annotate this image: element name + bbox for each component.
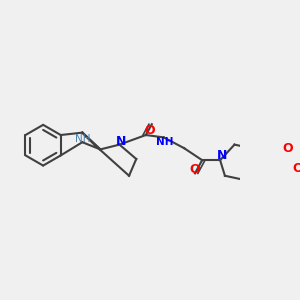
Text: N: N <box>116 134 126 148</box>
Text: O: O <box>145 124 155 137</box>
Text: N: N <box>217 149 228 162</box>
Text: O: O <box>292 162 300 175</box>
Text: O: O <box>190 163 200 176</box>
Text: NH: NH <box>75 134 90 144</box>
Text: O: O <box>282 142 292 155</box>
Text: NH: NH <box>156 137 174 147</box>
